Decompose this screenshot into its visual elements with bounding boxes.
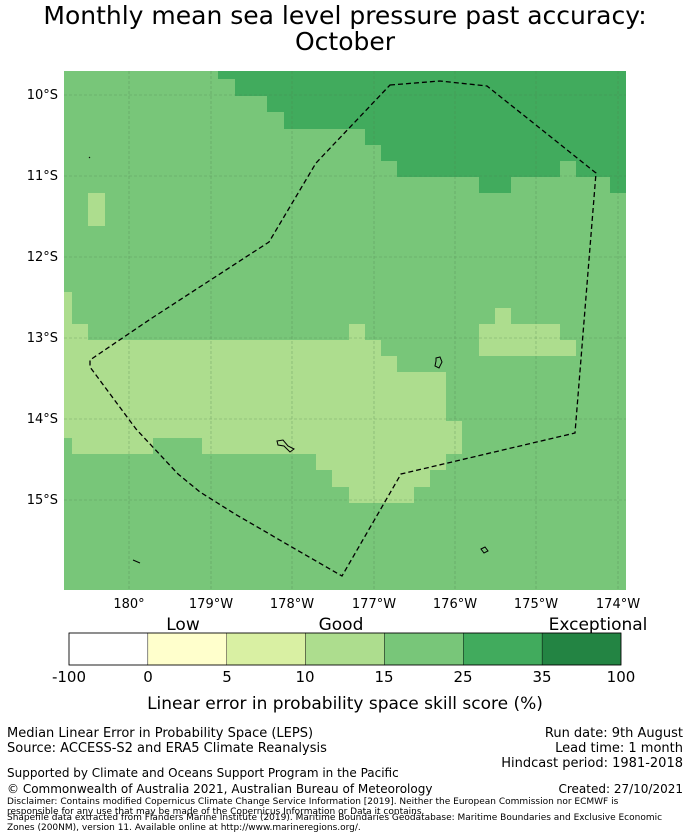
colorbar-swatches <box>68 632 622 666</box>
island-2 <box>276 439 295 453</box>
colorbar-swatch <box>147 632 227 666</box>
colorbar-category-low: Low <box>166 615 200 635</box>
colorbar-tick: 35 <box>532 668 551 686</box>
footer-disclaimer-1: Disclaimer: Contains modified Copernicus… <box>7 797 619 807</box>
colorbar-frame <box>68 632 622 666</box>
lon-label-178w: 178°W <box>270 597 314 612</box>
footer-disclaimer-2: responsible for any use that may be made… <box>7 807 425 817</box>
lat-label-14s: 14°S <box>27 412 58 427</box>
colorbar-swatch <box>384 632 464 666</box>
islands <box>88 156 489 564</box>
colorbar-tick: 10 <box>295 668 314 686</box>
colorbar-swatch <box>541 632 622 666</box>
map-panel <box>64 71 626 590</box>
skill-region-high <box>218 71 626 193</box>
colorbar: Low Good Exceptional -100 0 5 10 15 25 3… <box>52 615 647 714</box>
lon-label-177w: 177°W <box>352 597 396 612</box>
island-3 <box>480 546 489 554</box>
colorbar-tick: 100 <box>607 668 636 686</box>
lon-label-174w: 174°W <box>596 597 640 612</box>
island-1 <box>434 356 443 369</box>
map-gridlines <box>64 71 626 590</box>
colorbar-tick: 0 <box>143 668 153 686</box>
latitude-labels: 10°S 11°S 12°S 13°S 14°S 15°S <box>27 88 58 508</box>
lon-label-179w: 179°W <box>189 597 233 612</box>
lon-label-175w: 175°W <box>514 597 558 612</box>
skill-region-low <box>64 292 462 503</box>
footer-created: Created: 27/10/2021 <box>558 782 683 796</box>
eez-boundary <box>89 80 597 577</box>
colorbar-ticks: -100 0 5 10 15 25 35 100 <box>52 668 635 686</box>
footer-hindcast: Hindcast period: 1981-2018 <box>501 756 683 771</box>
footer-support: Supported by Climate and Oceans Support … <box>7 766 399 780</box>
lon-label-176w: 176°W <box>433 597 477 612</box>
skill-region-low-west <box>88 193 105 226</box>
lat-label-15s: 15°S <box>27 493 58 508</box>
island-4 <box>132 559 141 564</box>
skill-region-low-east <box>479 308 576 356</box>
footer-copyright: © Commonwealth of Australia 2021, Austra… <box>7 782 433 796</box>
lon-label-180: 180° <box>113 597 144 612</box>
colorbar-swatch <box>226 632 306 666</box>
colorbar-label: Linear error in probability space skill … <box>147 694 543 714</box>
colorbar-swatch <box>463 632 543 666</box>
title-line-2: October <box>294 27 396 56</box>
footer-shapefile-1: Shapefile data extracted from Flanders M… <box>7 813 663 823</box>
colorbar-category-exceptional: Exceptional <box>549 615 648 635</box>
lat-label-11s: 11°S <box>27 169 58 184</box>
footer-shapefile-2: Zones (200NM), version 11. Available onl… <box>7 823 361 833</box>
colorbar-tick: 25 <box>453 668 472 686</box>
lat-label-10s: 10°S <box>27 88 58 103</box>
lat-label-13s: 13°S <box>27 331 58 346</box>
footer-leps: Median Linear Error in Probability Space… <box>7 726 314 741</box>
colorbar-tick: -100 <box>52 668 86 686</box>
lat-label-12s: 12°S <box>27 250 58 265</box>
colorbar-tick: 15 <box>374 668 393 686</box>
colorbar-tick: 5 <box>222 668 232 686</box>
colorbar-swatch <box>68 632 149 666</box>
title-line-1: Monthly mean sea level pressure past acc… <box>43 1 647 30</box>
footer-source: Source: ACCESS-S2 and ERA5 Climate Reana… <box>7 741 327 756</box>
footer-run-date: Run date: 9th August <box>544 726 683 741</box>
island-5 <box>88 156 91 159</box>
longitude-labels: 180° 179°W 178°W 177°W 176°W 175°W 174°W <box>113 597 640 612</box>
colorbar-category-good: Good <box>319 615 364 635</box>
footer-lead-time: Lead time: 1 month <box>555 741 683 756</box>
colorbar-swatch <box>305 632 385 666</box>
